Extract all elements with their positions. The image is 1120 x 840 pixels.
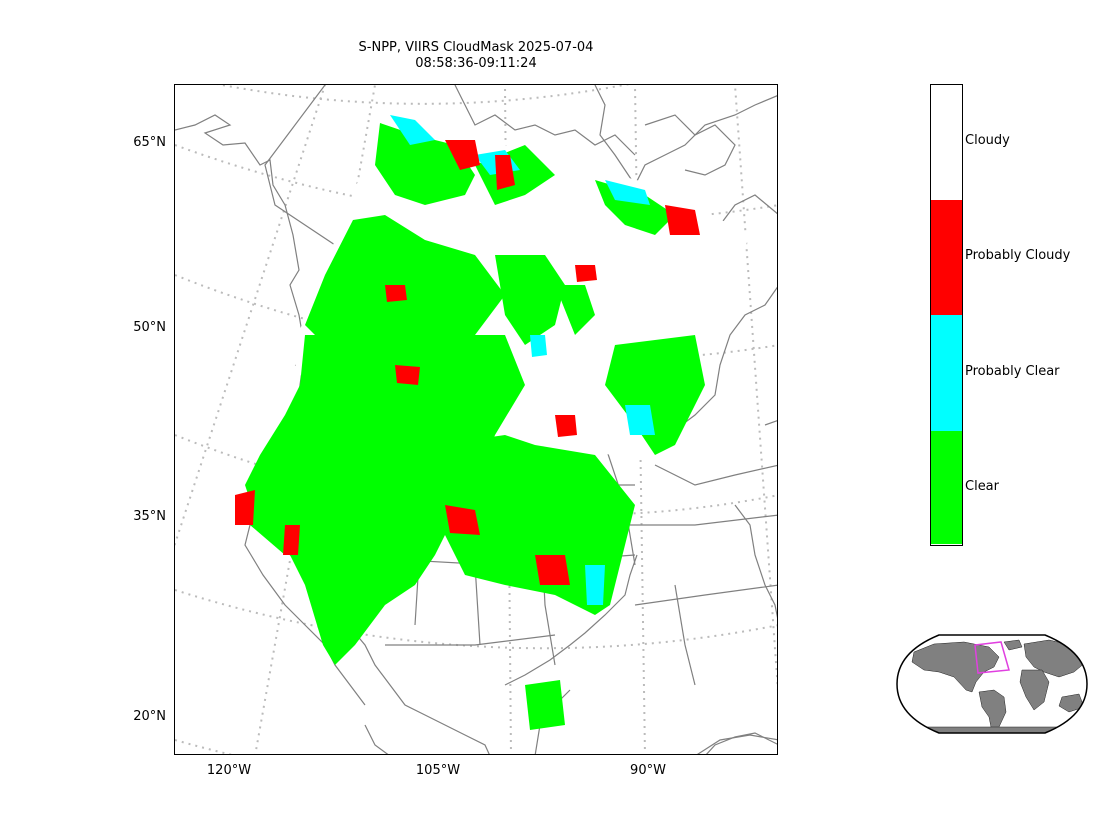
lat-tick-50: 50°N (133, 320, 166, 335)
lon-tick-90w: 90°W (630, 763, 666, 778)
inset-continents (911, 639, 1087, 733)
legend-label-probably-clear: Probably Clear (965, 364, 1060, 379)
legend-swatch-probably-clear (931, 315, 962, 431)
legend-swatch-probably-cloudy (931, 200, 962, 315)
inset-world-map (894, 632, 1090, 736)
lat-tick-35: 35°N (133, 509, 166, 524)
plot-title: S-NPP, VIIRS CloudMask 2025-07-04 08:58:… (276, 40, 676, 72)
legend-swatch-clear (931, 431, 962, 544)
legend-colorbar (930, 84, 963, 546)
title-line-2: 08:58:36-09:11:24 (415, 56, 537, 71)
legend-swatch-cloudy (931, 85, 962, 200)
map-canvas (175, 85, 777, 754)
inset-swath-outline (974, 641, 1010, 674)
map-panel[interactable] (174, 84, 778, 755)
lat-tick-65: 65°N (133, 135, 166, 150)
cloudmask-swath (235, 113, 750, 730)
lon-tick-105w: 105°W (415, 763, 461, 778)
legend-label-probably-cloudy: Probably Cloudy (965, 248, 1071, 263)
legend-label-clear: Clear (965, 479, 999, 494)
lon-tick-120w: 120°W (206, 763, 252, 778)
title-line-1: S-NPP, VIIRS CloudMask 2025-07-04 (358, 40, 594, 55)
lat-tick-20: 20°N (133, 709, 166, 724)
legend-label-cloudy: Cloudy (965, 133, 1010, 148)
